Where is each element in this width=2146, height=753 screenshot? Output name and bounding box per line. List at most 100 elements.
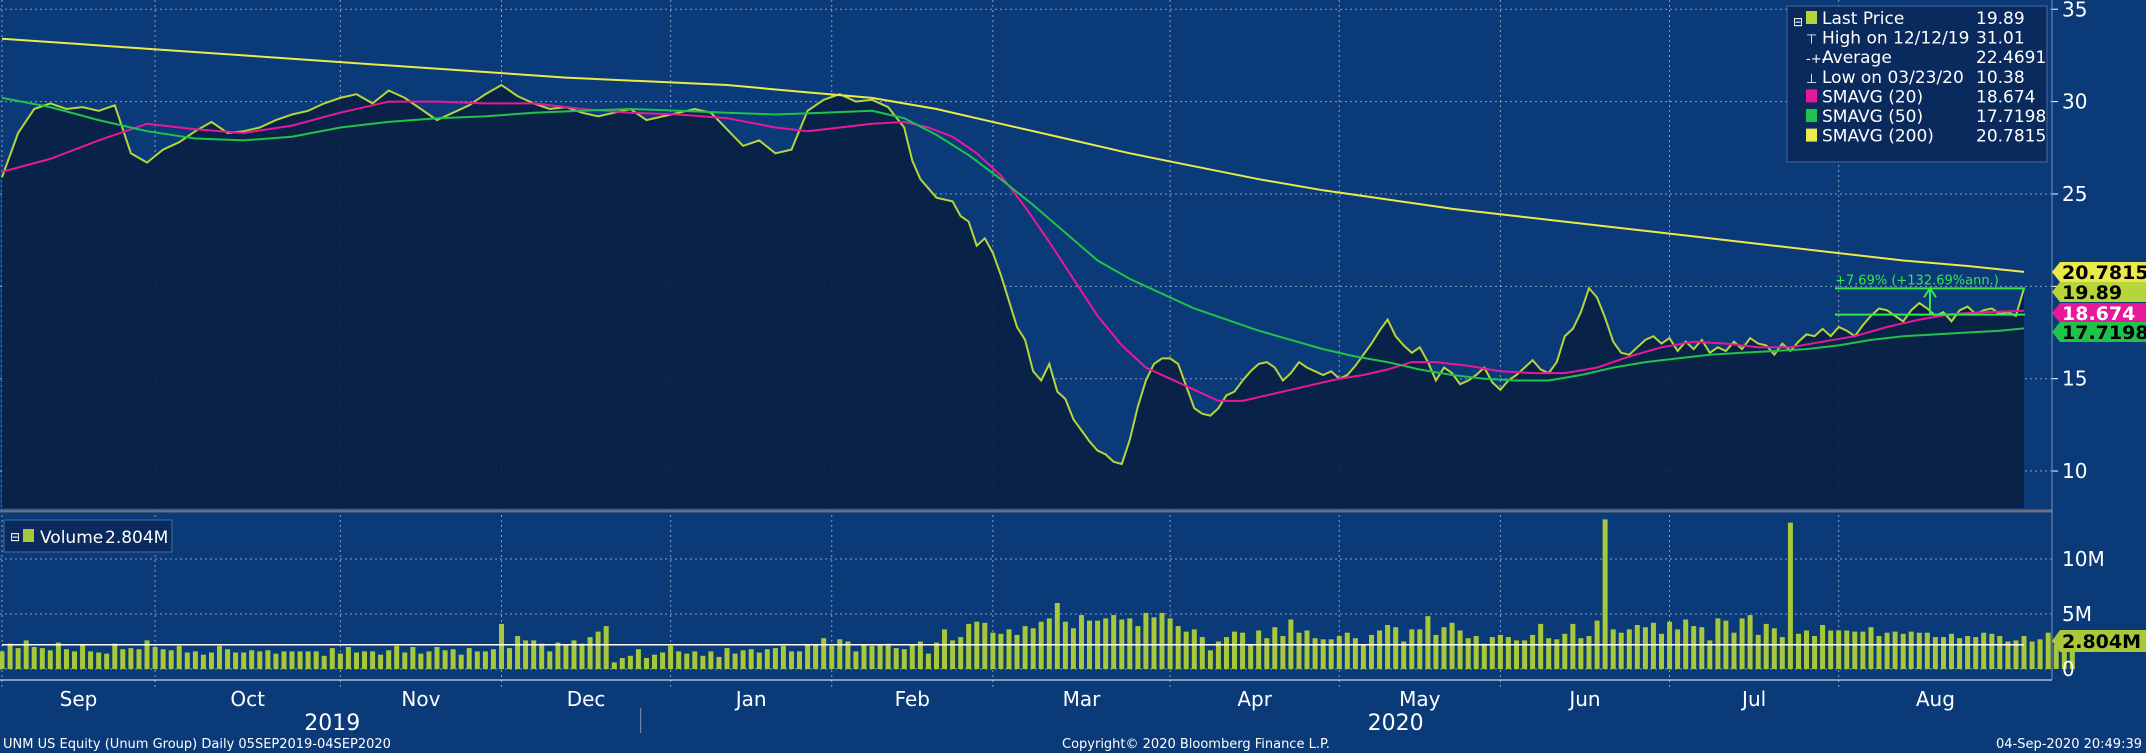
- volume-bar: [499, 623, 504, 669]
- volume-bar: [1522, 640, 1528, 669]
- volume-bar: [217, 645, 222, 669]
- volume-bar: [644, 658, 649, 669]
- volume-bar: [1199, 637, 1205, 669]
- value-tag-background: [2052, 262, 2146, 282]
- volume-bar: [700, 655, 706, 669]
- volume-bar: [869, 645, 875, 669]
- volume-bar: [2061, 637, 2067, 669]
- volume-bar: [732, 653, 738, 669]
- volume-bar: [1844, 630, 1850, 669]
- price-area: [2, 85, 2024, 508]
- volume-bar: [531, 640, 537, 669]
- volume-bar: [934, 642, 939, 669]
- legend-collapse-icon[interactable]: ⊟: [1793, 15, 1803, 29]
- series-last-price-line: [1, 83, 2025, 466]
- legend-label: SMAVG (200): [1822, 127, 1934, 147]
- volume-bar: [1401, 641, 1407, 669]
- volume-bar: [676, 651, 682, 669]
- volume-bar: [88, 651, 94, 669]
- volume-bar: [1771, 628, 1777, 669]
- volume-bar: [789, 651, 794, 669]
- volume-bar: [1610, 629, 1616, 669]
- volume-bar: [80, 644, 86, 669]
- volume-tick-label: 0: [2062, 657, 2075, 681]
- footer-center: Copyright© 2020 Bloomberg Finance L.P.: [1062, 737, 1330, 752]
- volume-bar: [265, 650, 271, 669]
- volume-bar: [1030, 628, 1036, 669]
- volume-bar: [780, 645, 786, 669]
- volume-bar: [805, 644, 811, 669]
- volume-bar: [813, 644, 819, 669]
- volume-bar: [1014, 634, 1020, 669]
- volume-bar: [539, 643, 545, 669]
- volume-bar: [2069, 638, 2075, 669]
- volume-bar: [1908, 631, 1914, 669]
- volume-legend-value: 2.804M: [105, 528, 168, 548]
- year-label: 2020: [1368, 711, 1424, 736]
- series-smavg-50-line: [1, 96, 2025, 382]
- high-marker-icon: ⊤: [1806, 33, 1817, 48]
- value-tag-label: 18.674: [2062, 303, 2135, 325]
- volume-bar: [958, 637, 964, 669]
- month-label: Jun: [1567, 687, 1600, 711]
- volume-bar: [184, 652, 190, 669]
- volume-bar: [1981, 632, 1987, 669]
- volume-bar: [1884, 632, 1890, 669]
- volume-bar: [1183, 631, 1189, 669]
- volume-bar: [1481, 643, 1487, 669]
- month-label: Apr: [1237, 687, 1272, 711]
- legend-value: 10.38: [1976, 68, 2025, 88]
- volume-bar: [1876, 636, 1882, 669]
- legend-label: SMAVG (20): [1822, 87, 1923, 107]
- value-tag-label: 20.7815: [2062, 262, 2146, 284]
- volume-bar: [370, 651, 376, 669]
- volume-bar: [168, 650, 174, 669]
- volume-bar: [225, 649, 231, 669]
- volume-bar: [209, 652, 214, 669]
- month-label: Jan: [734, 687, 767, 711]
- volume-bar: [764, 649, 770, 669]
- volume-bar: [1820, 625, 1826, 669]
- volume-bar: [426, 651, 432, 669]
- low-marker-icon: ⊥: [1806, 72, 1817, 87]
- volume-bar: [1650, 622, 1656, 669]
- volume-bar: [1924, 632, 1930, 669]
- volume-bar: [1997, 636, 2003, 669]
- volume-tick-label: 5M: [2062, 602, 2092, 626]
- volume-bar: [64, 649, 69, 669]
- volume-bar: [579, 643, 585, 669]
- volume-bar: [1514, 640, 1519, 669]
- volume-bar: [2029, 641, 2035, 669]
- volume-bar: [1191, 629, 1197, 669]
- volume-bar: [1336, 636, 1342, 669]
- volume-bar: [1787, 522, 1793, 669]
- volume-legend: ⊟ Volume 2.804M: [3, 519, 173, 553]
- volume-bar: [966, 623, 972, 669]
- volume-bar: [1328, 639, 1334, 669]
- volume-bar: [1304, 630, 1310, 669]
- volume-bar: [1562, 633, 1568, 669]
- volume-bar: [1965, 636, 1971, 669]
- volume-bar: [2045, 632, 2051, 669]
- volume-bar: [1320, 639, 1326, 669]
- volume-bar: [394, 645, 400, 669]
- volume-legend-collapse-icon[interactable]: ⊟: [10, 530, 20, 544]
- volume-bar: [1739, 618, 1745, 669]
- volume-bar: [1973, 637, 1979, 669]
- volume-bar: [748, 649, 754, 669]
- volume-bar: [2021, 636, 2027, 669]
- volume-bar: [845, 641, 851, 669]
- volume-bar: [611, 662, 617, 669]
- volume-bar: [297, 651, 303, 669]
- volume-bar: [1755, 634, 1761, 669]
- volume-bar: [1393, 627, 1399, 669]
- volume-bar: [982, 622, 988, 669]
- volume-bar: [144, 640, 150, 669]
- average-marker-icon: -+-: [1806, 52, 1827, 67]
- volume-bar: [1054, 603, 1060, 669]
- legend-label: Average: [1822, 48, 1892, 68]
- legend: ⊟ Last Price 19.89 ⊤ High on 12/12/19 31.01 -…: [1786, 5, 2048, 163]
- volume-tag-label: 2.804M: [2062, 631, 2141, 653]
